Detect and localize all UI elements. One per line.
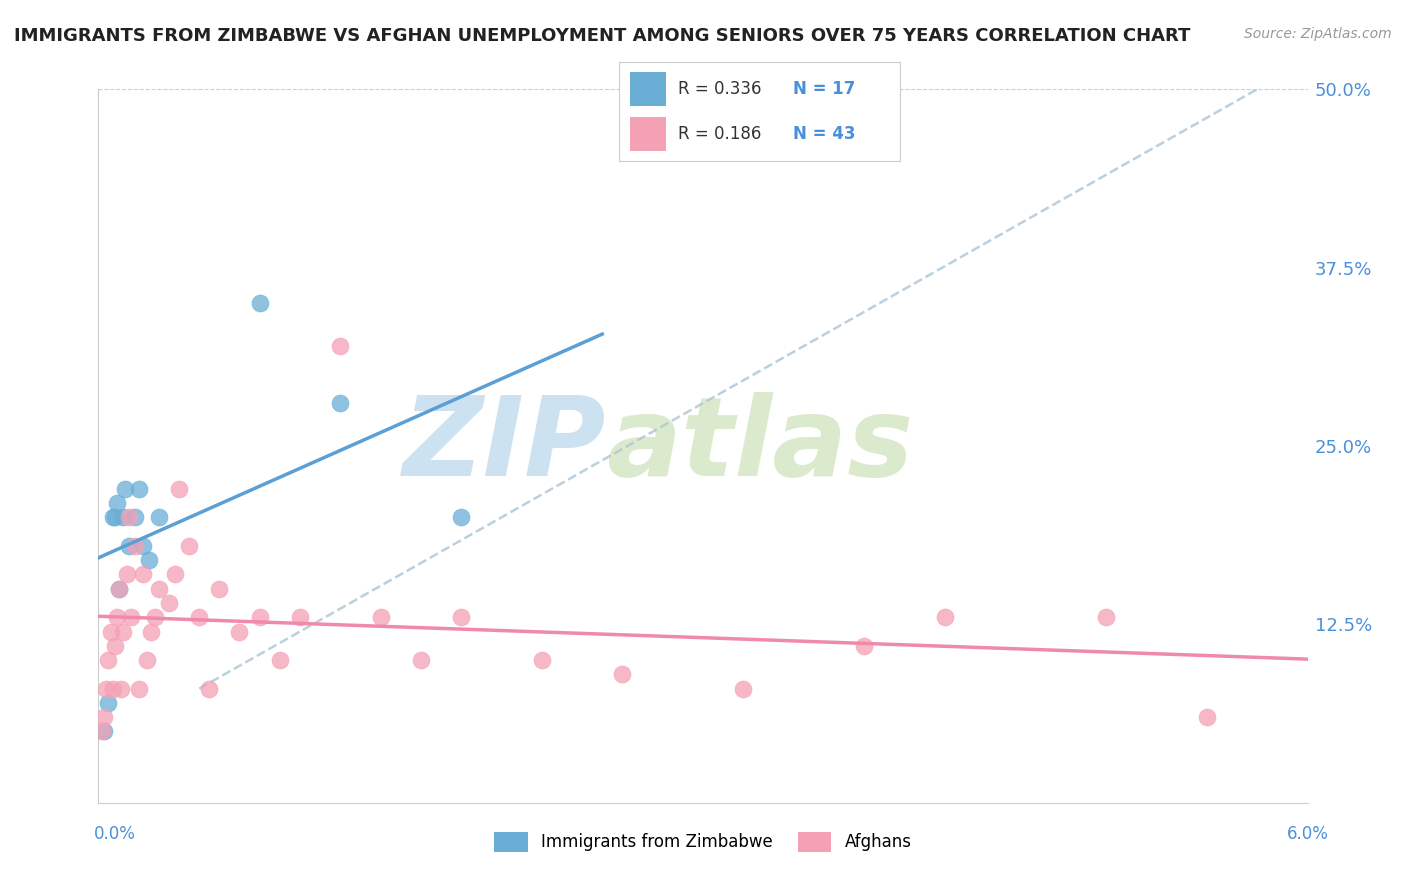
Text: N = 17: N = 17 [793,80,855,98]
Point [101,510,124,524]
Point [733,681,755,696]
Point [111,624,134,639]
Point [139,624,162,639]
Point [288,610,311,624]
Point [93,724,115,739]
Text: 0.0%: 0.0% [94,825,136,843]
Point [100,624,122,639]
Text: R = 0.186: R = 0.186 [678,125,761,143]
Point [249,610,271,624]
Text: R = 0.336: R = 0.336 [678,80,761,98]
Point [370,610,392,624]
Point [107,582,129,596]
Point [612,667,634,681]
Point [163,567,186,582]
Point [188,610,211,624]
Point [269,653,291,667]
Point [148,510,170,524]
Point [111,510,134,524]
Point [208,582,231,596]
Legend: Immigrants from Zimbabwe, Afghans: Immigrants from Zimbabwe, Afghans [488,825,918,859]
Point [105,610,128,624]
Bar [630,72,666,105]
Point [143,610,166,624]
Point [179,539,201,553]
Point [409,653,432,667]
Point [114,482,136,496]
Point [1195,710,1218,724]
Point [132,539,155,553]
Point [157,596,180,610]
Point [148,582,170,596]
Point [101,681,124,696]
Bar [630,118,666,151]
Point [853,639,876,653]
Point [105,496,128,510]
Point [124,510,146,524]
Point [128,681,150,696]
Point [934,610,956,624]
Text: Source: ZipAtlas.com: Source: ZipAtlas.com [1244,27,1392,41]
Point [115,567,138,582]
Point [103,510,125,524]
Point [249,296,271,310]
Point [128,482,150,496]
Point [167,482,190,496]
Point [97,696,120,710]
Point [138,553,160,567]
Point [110,681,132,696]
Text: N = 43: N = 43 [793,125,855,143]
Point [450,510,472,524]
Point [103,639,125,653]
Point [450,610,472,624]
Point [329,339,352,353]
Point [135,653,157,667]
Point [96,681,118,696]
Point [91,724,114,739]
Point [228,624,250,639]
Point [329,396,352,410]
Text: ZIP: ZIP [402,392,606,500]
Point [132,567,155,582]
Text: atlas: atlas [606,392,914,500]
Point [198,681,221,696]
Point [107,582,129,596]
Point [118,510,141,524]
Text: IMMIGRANTS FROM ZIMBABWE VS AFGHAN UNEMPLOYMENT AMONG SENIORS OVER 75 YEARS CORR: IMMIGRANTS FROM ZIMBABWE VS AFGHAN UNEMP… [14,27,1191,45]
Point [118,539,141,553]
Point [93,710,115,724]
Point [1095,610,1118,624]
Point [124,539,146,553]
Point [530,653,553,667]
Point [97,653,120,667]
Point [120,610,142,624]
Text: 6.0%: 6.0% [1286,825,1329,843]
